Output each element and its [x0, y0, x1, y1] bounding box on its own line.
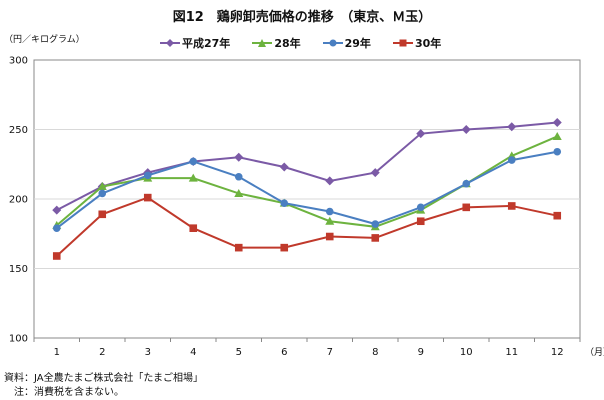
- legend-item-h29: 29年: [322, 35, 371, 51]
- data-point-square: [143, 193, 152, 202]
- data-point-circle: [143, 171, 152, 180]
- data-point-square: [416, 217, 425, 226]
- x-tick-label: 7: [327, 347, 333, 358]
- y-axis-unit-label: （円／キログラム）: [4, 35, 85, 45]
- legend-marker-diamond-icon: [160, 39, 180, 47]
- x-tick-label: 12: [551, 347, 564, 358]
- data-point-circle: [98, 189, 107, 198]
- data-point-diamond: [507, 122, 517, 132]
- data-point-diamond: [370, 168, 380, 178]
- y-tick-label: 300: [9, 56, 28, 67]
- data-point-circle: [52, 224, 61, 232]
- y-tick-label: 150: [9, 264, 28, 275]
- data-point-square: [553, 211, 562, 220]
- legend-item-h30: 30年: [392, 35, 442, 51]
- data-point-diamond: [52, 205, 62, 215]
- data-point-diamond: [279, 162, 289, 172]
- data-point-diamond: [234, 152, 244, 162]
- x-tick-label: 2: [99, 347, 105, 358]
- x-tick-label: 5: [236, 347, 242, 358]
- series-line-circle: [56, 150, 558, 229]
- data-point-circle: [189, 157, 198, 166]
- tax-note: 注：消費税を含まない。: [14, 387, 124, 398]
- data-point-square: [52, 252, 61, 260]
- y-tick-label: 200: [9, 195, 28, 206]
- data-point-diamond: [416, 129, 426, 139]
- x-tick-label: 10: [460, 347, 473, 358]
- data-point-diamond: [552, 118, 562, 128]
- x-axis-unit-label: （月）: [585, 348, 604, 358]
- data-point-square: [371, 234, 380, 242]
- x-tick-label: 4: [190, 347, 196, 358]
- data-point-triangle: [325, 216, 335, 225]
- data-point-diamond: [325, 176, 335, 186]
- legend-marker-circle-icon: [322, 39, 343, 47]
- series-line-diamond: [56, 121, 558, 212]
- x-tick-label: 6: [281, 347, 287, 358]
- x-tick-label: 8: [372, 347, 378, 358]
- legend-label-h29: 29年: [344, 37, 371, 50]
- legend-marker-square-icon: [392, 39, 413, 47]
- data-point-circle: [462, 179, 471, 188]
- y-tick-label: 250: [9, 125, 28, 136]
- x-tick-label: 3: [145, 347, 151, 358]
- data-point-square: [462, 203, 471, 212]
- y-tick-label: 100: [9, 334, 28, 345]
- data-point-triangle: [188, 173, 198, 182]
- data-point-square: [280, 243, 289, 252]
- data-point-square: [325, 232, 334, 241]
- legend-item-h28: 28年: [252, 35, 301, 51]
- data-point-circle: [507, 156, 516, 164]
- data-point-square: [234, 243, 243, 252]
- legend-label-h28: 28年: [274, 37, 301, 50]
- data-point-square: [189, 224, 198, 232]
- legend-item-h27: 平成27年: [160, 35, 230, 51]
- data-point-triangle: [552, 131, 562, 140]
- data-point-circle: [371, 220, 380, 228]
- data-point-square: [507, 202, 516, 210]
- data-point-triangle: [234, 188, 244, 197]
- x-tick-label: 1: [54, 347, 60, 358]
- legend-marker-triangle-icon: [252, 39, 273, 47]
- data-point-circle: [280, 199, 289, 207]
- data-point-circle: [325, 207, 334, 216]
- legend-label-h27: 平成27年: [182, 37, 231, 50]
- chart-notes: 資料：JA全農たまご株式会社「たまご相場」 注：消費税を含まない。: [4, 372, 203, 400]
- legend-label-h30: 30年: [414, 37, 442, 50]
- chart-legend: 平成27年 28年 29年 30年: [160, 36, 463, 50]
- data-point-square: [98, 210, 107, 219]
- x-tick-label: 9: [418, 347, 424, 358]
- chart-title: 図12 鶏卵卸売価格の推移 （東京、Ｍ玉）: [172, 10, 432, 25]
- data-point-diamond: [461, 125, 471, 134]
- source-note: 資料：JA全農たまご株式会社「たまご相場」: [4, 373, 204, 384]
- x-tick-label: 11: [505, 347, 518, 358]
- data-point-circle: [553, 147, 562, 156]
- data-point-triangle: [97, 181, 107, 190]
- data-point-circle: [416, 203, 425, 212]
- series-line-square: [56, 196, 558, 257]
- data-point-circle: [234, 172, 243, 181]
